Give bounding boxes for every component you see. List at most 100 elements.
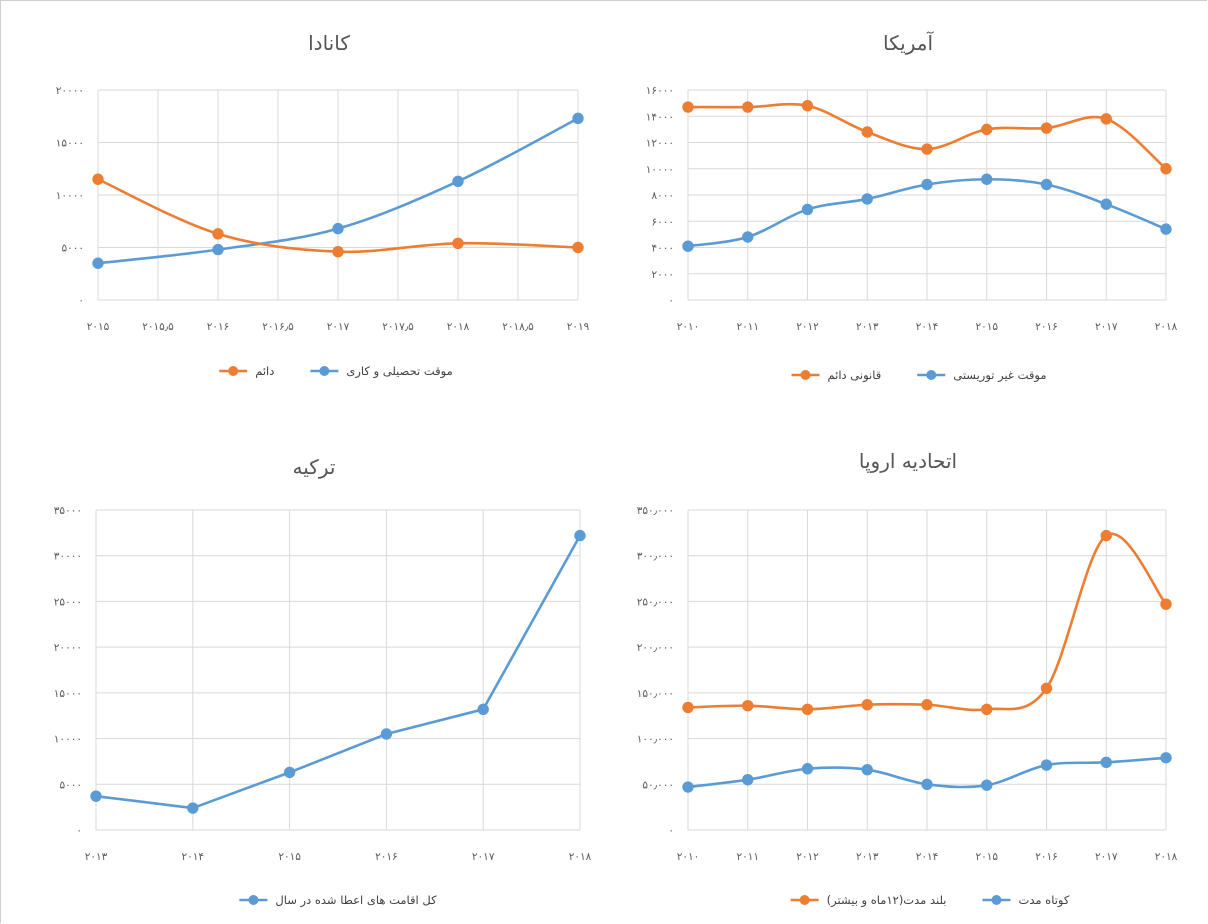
y-tick-label: ۰: [668, 825, 674, 837]
data-point: [1100, 113, 1112, 125]
y-tick-label: ۸۰۰۰: [651, 190, 674, 202]
legend-marker: [248, 895, 259, 905]
data-point: [1100, 198, 1112, 210]
data-point: [477, 703, 489, 716]
data-point: [742, 774, 754, 786]
data-point: [682, 781, 694, 793]
y-tick-label: ۱۰۰٫۰۰۰: [637, 734, 674, 746]
x-tick-label: ۲۰۱۶: [375, 851, 398, 863]
data-point: [1160, 598, 1172, 610]
y-tick-label: ۳۵۰۰۰: [54, 505, 82, 517]
data-point: [1040, 178, 1053, 191]
y-tick-label: ۱۴۰۰۰: [646, 111, 674, 123]
x-tick-label: ۲۰۱۸: [447, 321, 470, 333]
x-tick-label: ۲۰۱۷: [1095, 851, 1118, 863]
data-point: [187, 802, 199, 814]
x-tick-label: ۲۰۱۸: [569, 851, 592, 863]
y-tick-label: ۱۵۰۰۰: [56, 138, 84, 150]
x-tick-label: ۲۰۱۵: [975, 321, 998, 333]
y-tick-label: ۰: [668, 295, 674, 307]
chart-america: آمریکا ۰ ۲۰۰۰ ۴۰۰۰ ۶۰۰۰ ۸۰۰۰ ۱۰۰۰۰ ۱۲۰۰۰ ۱۴۰۰۰ ۱۶…: [610, 18, 1192, 418]
data-point: [921, 143, 933, 155]
data-point: [92, 173, 104, 185]
chart-eu: اتحادیه اروپا ۰ ۵۰٫۰۰۰ ۱۰۰٫۰۰۰ ۱۵۰٫۰۰۰ ۲۰۰٫۰۰…: [610, 438, 1192, 918]
data-point: [861, 126, 873, 138]
y-tick-label: ۳۰۰٫۰۰۰: [637, 551, 674, 563]
chart-title: اتحادیه اروپا: [859, 449, 957, 474]
x-tick-label: ۲۰۱۵: [975, 851, 998, 863]
legend: کوتاه مدت بلند مدت(۱۲ماه و بیشتر): [790, 893, 1070, 908]
x-tick-label: ۲۰۱۱: [736, 321, 759, 333]
chart-turkey: ترکیه ۰ ۵۰۰۰ ۱۰۰۰۰ ۱۵۰۰۰ ۲۰۰۰۰ ۲۵۰۰۰ ۳۰۰۰۰ ۳۵۰۰۰…: [18, 438, 600, 918]
data-point: [981, 173, 993, 185]
chart-eu-svg: اتحادیه اروپا ۰ ۵۰٫۰۰۰ ۱۰۰٫۰۰۰ ۱۵۰٫۰۰۰ ۲۰۰٫۰۰…: [637, 449, 1178, 908]
legend: کل اقامت های اعطا شده در سال: [239, 893, 437, 908]
legend: موقت غیر توریستی قانونی دائم: [791, 368, 1047, 383]
y-tick-label: ۵۰۰۰: [61, 243, 84, 255]
y-tick-label: ۵۰۰۰: [59, 779, 82, 791]
legend-label: قانونی دائم: [827, 368, 881, 383]
data-point: [861, 763, 873, 776]
data-point: [742, 231, 754, 243]
data-point: [742, 699, 754, 712]
x-tick-label: ۲۰۱۱: [736, 851, 759, 863]
y-tick-label: ۲۰۰٫۰۰۰: [637, 642, 674, 654]
x-tick-label: ۲۰۱۰: [677, 851, 700, 863]
x-tick-label: ۲۰۱۶: [207, 321, 230, 333]
legend: موقت تحصیلی و کاری دائم: [219, 364, 453, 379]
data-point: [682, 240, 694, 252]
x-tick-label: ۲۰۱۷: [327, 321, 350, 333]
x-tick-label: ۲۰۱۶: [1035, 851, 1058, 863]
legend-label: کوتاه مدت: [1019, 893, 1070, 908]
x-tick-label: ۲۰۱۷: [1095, 321, 1118, 333]
legend-label: موقت تحصیلی و کاری: [346, 364, 452, 379]
x-tick-label: ۲۰۱۸: [1155, 851, 1178, 863]
data-point: [332, 246, 344, 258]
data-point: [861, 699, 873, 711]
x-tick-label: ۲۰۱۷: [472, 851, 495, 863]
data-point: [1040, 759, 1053, 771]
x-tick-label: ۲۰۱۶٫۵: [262, 321, 294, 333]
data-point: [1160, 752, 1172, 764]
data-point: [1160, 163, 1172, 175]
data-point: [921, 699, 933, 711]
y-tick-label: ۱۵۰٫۰۰۰: [637, 688, 674, 700]
data-point: [1160, 223, 1172, 235]
y-tick-label: ۳۰۰۰۰: [54, 551, 82, 563]
data-point: [283, 766, 296, 779]
data-point: [380, 728, 393, 740]
x-tick-label: ۲۰۱۵: [278, 851, 301, 863]
data-point: [981, 123, 993, 136]
legend-marker: [228, 366, 239, 376]
legend-label: کل اقامت های اعطا شده در سال: [275, 893, 437, 908]
x-tick-label: ۲۰۱۳: [856, 851, 879, 863]
series-line-1: [94, 534, 582, 810]
chart-title: ترکیه: [293, 455, 336, 479]
y-tick-label: ۵۰٫۰۰۰: [642, 779, 674, 791]
y-tick-label: ۱۰۰۰۰: [646, 164, 674, 176]
y-tick-label: ۶۰۰۰: [651, 216, 674, 228]
legend-label: دائم: [255, 364, 274, 378]
y-tick-label: ۲۰۰۰۰: [54, 642, 82, 654]
x-tick-label: ۲۰۱۰: [677, 321, 700, 333]
legend-marker: [800, 370, 811, 380]
x-tick-label: ۲۰۱۵٫۵: [142, 321, 174, 333]
legend-label: موقت غیر توریستی: [953, 368, 1046, 383]
chart-canada: کانادا ۰ ۵۰۰۰ ۱۰۰۰۰ ۱۵۰۰۰ ۲۰۰۰۰ ۲۰۱۵ ۲۰۱۵٫۵ ۲۰۱۶…: [18, 18, 600, 418]
x-tick-label: ۲۰۱۴: [916, 851, 939, 863]
chart-turkey-svg: ترکیه ۰ ۵۰۰۰ ۱۰۰۰۰ ۱۵۰۰۰ ۲۰۰۰۰ ۲۵۰۰۰ ۳۰۰۰۰ ۳۵۰۰۰…: [54, 455, 592, 908]
series-line-2: [686, 532, 1168, 712]
data-point: [801, 203, 814, 216]
data-point: [574, 529, 586, 542]
data-point: [212, 243, 224, 256]
chart-america-svg: آمریکا ۰ ۲۰۰۰ ۴۰۰۰ ۶۰۰۰ ۸۰۰۰ ۱۰۰۰۰ ۱۲۰۰۰ ۱۴۰۰۰ ۱۶…: [646, 30, 1178, 383]
y-tick-label: ۱۵۰۰۰: [54, 688, 82, 700]
y-tick-label: ۲۰۰۰۰: [56, 85, 84, 97]
data-point: [92, 257, 104, 269]
y-tick-label: ۱۰۰۰۰: [54, 734, 82, 746]
x-tick-label: ۲۰۱۲: [796, 321, 819, 333]
data-point: [1040, 682, 1053, 694]
legend-label: بلند مدت(۱۲ماه و بیشتر): [827, 893, 947, 908]
data-point: [90, 790, 102, 802]
data-point: [981, 703, 993, 716]
